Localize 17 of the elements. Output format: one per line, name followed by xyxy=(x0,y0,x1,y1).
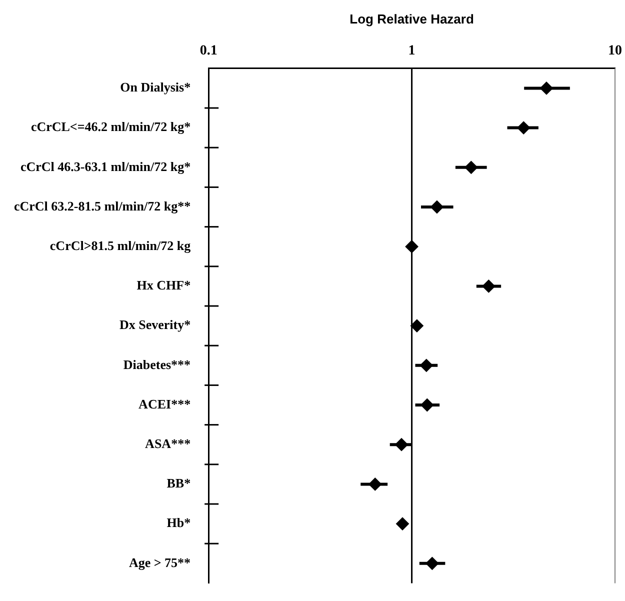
y-tick-label: Hb* xyxy=(166,515,191,530)
y-tick-label: cCrCL<=46.2 ml/min/72 kg* xyxy=(30,119,191,134)
x-axis-title: Log Relative Hazard xyxy=(350,11,474,26)
x-tick-label: 0.1 xyxy=(200,44,218,59)
y-tick-label: On Dialysis* xyxy=(120,80,191,95)
y-tick-label: Diabetes*** xyxy=(123,356,191,372)
y-tick-label: cCrCl>81.5 ml/min/72 kg xyxy=(50,238,192,253)
y-tick-label: ACEI*** xyxy=(138,396,191,412)
y-tick-label: Dx Severity* xyxy=(119,317,191,332)
x-tick-label: 1 xyxy=(408,44,416,59)
y-tick-label: cCrCl 46.3-63.1 ml/min/72 kg* xyxy=(20,158,191,174)
y-tick-label: BB* xyxy=(166,476,191,491)
x-tick-label: 10 xyxy=(608,44,622,59)
y-tick-label: Hx CHF* xyxy=(136,278,191,293)
y-tick-label: ASA*** xyxy=(145,436,191,451)
y-tick-label: Age > 75** xyxy=(128,554,191,570)
y-tick-label: cCrCl 63.2-81.5 ml/min/72 kg** xyxy=(14,198,191,214)
